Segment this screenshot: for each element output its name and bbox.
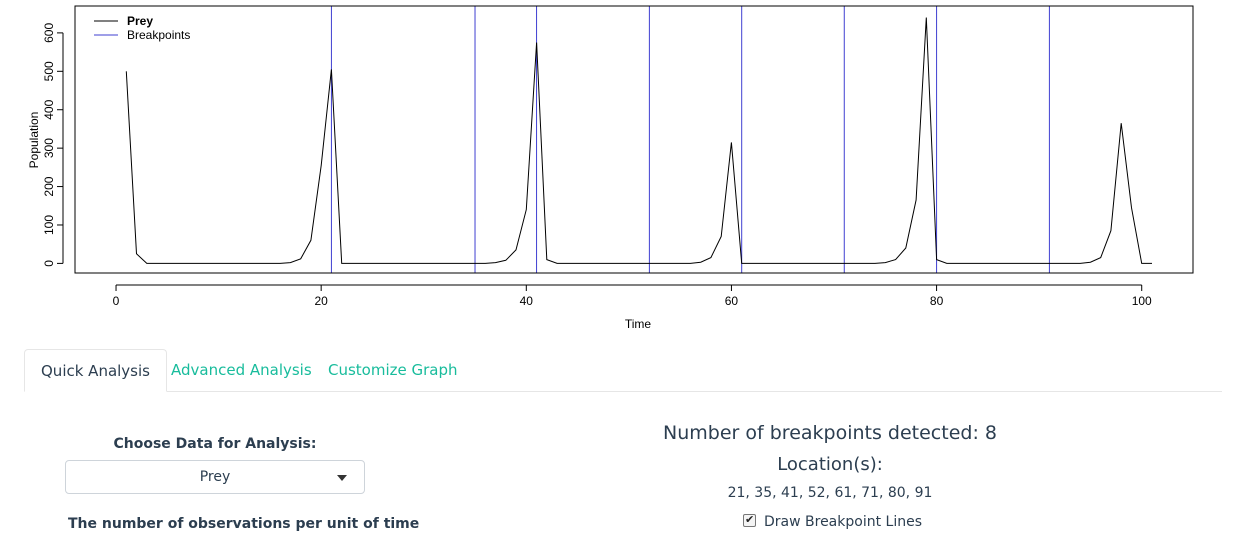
legend-label-prey: Prey bbox=[127, 14, 153, 28]
breakpoint-count: Number of breakpoints detected: 8 bbox=[663, 422, 997, 444]
x-tick-label: 20 bbox=[314, 294, 328, 308]
plot-frame bbox=[74, 5, 1194, 274]
x-tick-label: 0 bbox=[113, 294, 120, 308]
chevron-down-icon bbox=[337, 475, 347, 481]
time-series-plot: 0 20 40 60 80 100 0 100 200 300 400 500 600 Time Po… bbox=[27, 5, 1194, 331]
data-select[interactable]: Prey bbox=[65, 460, 365, 494]
x-axis: 0 20 40 60 80 100 bbox=[113, 284, 1152, 308]
x-tick-label: 60 bbox=[725, 294, 739, 308]
choose-data-label: Choose Data for Analysis: bbox=[113, 436, 317, 452]
legend: Prey Breakpoints bbox=[94, 14, 190, 42]
y-tick-label: 500 bbox=[42, 61, 56, 81]
y-tick-label: 400 bbox=[42, 99, 56, 119]
y-tick-label: 100 bbox=[42, 215, 56, 235]
tab-customize-graph[interactable]: Customize Graph bbox=[328, 361, 458, 379]
observations-label: The number of observations per unit of t… bbox=[68, 516, 420, 532]
x-tick-label: 100 bbox=[1132, 294, 1152, 308]
x-axis-label: Time bbox=[625, 317, 652, 331]
data-select-value: Prey bbox=[199, 469, 231, 485]
x-tick-label: 80 bbox=[930, 294, 944, 308]
y-tick-label: 0 bbox=[42, 260, 56, 267]
breakpoint-locations: 21, 35, 41, 52, 61, 71, 80, 91 bbox=[727, 485, 933, 501]
tab-quick-analysis[interactable]: Quick Analysis bbox=[24, 349, 167, 392]
draw-breakpoints-toggle[interactable]: Draw Breakpoint Lines bbox=[743, 511, 922, 531]
locations-heading: Location(s): bbox=[777, 454, 883, 475]
y-axis-label: Population bbox=[27, 112, 41, 169]
legend-label-breakpoints: Breakpoints bbox=[127, 28, 190, 42]
plot-area bbox=[125, 6, 1152, 273]
y-axis: 0 100 200 300 400 500 600 bbox=[42, 23, 64, 267]
y-tick-label: 600 bbox=[42, 23, 56, 43]
tab-advanced-analysis[interactable]: Advanced Analysis bbox=[171, 361, 312, 379]
y-tick-label: 200 bbox=[42, 176, 56, 196]
x-tick-label: 40 bbox=[520, 294, 534, 308]
y-tick-label: 300 bbox=[42, 138, 56, 158]
series-line-prey bbox=[125, 17, 1152, 264]
analysis-tabs: Quick Analysis Advanced Analysis Customi… bbox=[24, 349, 1222, 392]
draw-breakpoints-label: Draw Breakpoint Lines bbox=[764, 514, 922, 530]
draw-breakpoints-checkbox[interactable] bbox=[743, 511, 756, 529]
